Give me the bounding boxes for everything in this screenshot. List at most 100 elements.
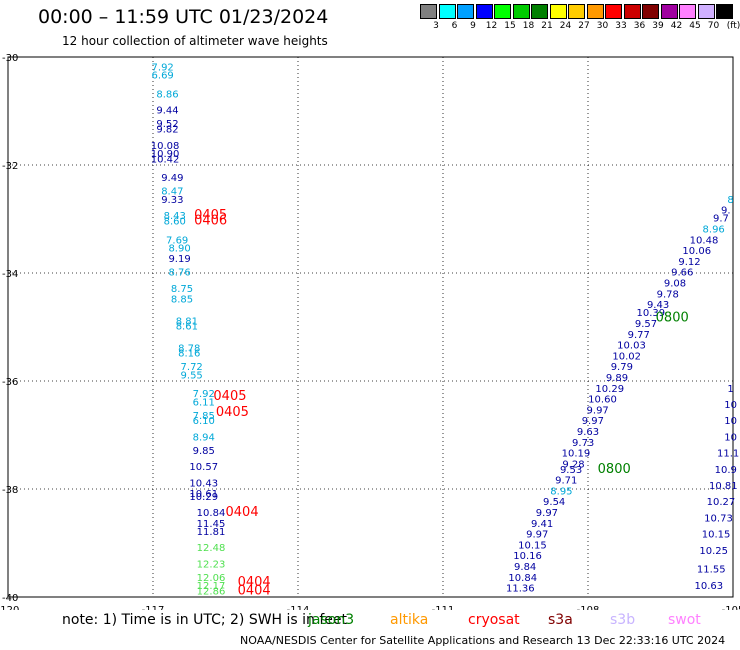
wave-height-label: 8.95	[550, 486, 572, 497]
wave-height-label: 12.86	[197, 586, 226, 597]
legend-swatch	[531, 4, 548, 19]
satellite-cryosat: cryosat	[468, 612, 520, 628]
satellite-jason3: jason3	[308, 612, 355, 628]
wave-height-label: 10	[724, 432, 737, 443]
legend-swatch	[697, 4, 715, 19]
wave-height-label: 9.54	[543, 497, 565, 508]
wave-height-label: 10.48	[690, 235, 719, 246]
wave-height-label: 10.63	[695, 581, 724, 592]
wave-height-label: 10	[724, 416, 737, 427]
wave-height-label: 11.1	[717, 449, 739, 460]
wave-height-label: 9.82	[156, 125, 178, 136]
wave-height-label: 8.85	[171, 295, 193, 306]
wave-height-label: 12.23	[197, 559, 226, 570]
wave-height-label: 9.85	[193, 446, 215, 457]
legend-unit: (ft)	[726, 21, 740, 31]
lat-tick-label: -34	[2, 269, 18, 280]
wave-height-label: 10.06	[682, 246, 711, 257]
wave-height-label: 9.71	[555, 476, 577, 487]
wave-height-label: 12.17	[197, 581, 226, 592]
wave-height-label: 10.84	[508, 573, 537, 584]
wave-height-label: 10.9	[715, 465, 737, 476]
wave-height-label: 10.08	[151, 141, 180, 152]
wave-height-label: 8.16	[178, 349, 200, 360]
map-border	[7, 56, 734, 598]
pass-time-label: 0405	[216, 405, 249, 420]
wave-height-label: 9.	[721, 206, 731, 217]
page-subtitle: 12 hour collection of altimeter wave hei…	[62, 34, 328, 48]
wave-height-label: 10.60	[588, 395, 617, 406]
wave-height-label: 9.12	[678, 257, 700, 268]
wave-height-label: 7.92	[152, 63, 174, 74]
legend-label: 45	[689, 21, 701, 31]
wave-height-label: 9.97	[526, 530, 548, 541]
legend-label: 9	[470, 21, 476, 31]
wave-height-label: 8	[727, 195, 733, 206]
wave-height-label: 10.43	[189, 478, 218, 489]
wave-height-label: 10.90	[151, 149, 180, 160]
lon-tick-label: -117	[142, 605, 165, 610]
wave-height-label: 9.84	[514, 562, 536, 573]
legend-label: 6	[451, 21, 458, 31]
legend-swatch	[512, 4, 530, 19]
legend-swatch	[438, 4, 456, 19]
credit-line: NOAA/NESDIS Center for Satellite Applica…	[240, 634, 726, 647]
wave-height-label: 9.19	[168, 254, 190, 265]
lat-tick-label: -32	[2, 161, 18, 172]
wave-height-label: 9.28	[562, 459, 584, 470]
wave-height-map: -120 -117 -114 -111 -108 -105 -30 -32 -34 -36 -38 -…	[0, 53, 740, 610]
legend-label: 36	[633, 21, 646, 31]
wave-height-label: 9.43	[647, 300, 669, 311]
wave-height-label: 9.79	[611, 362, 633, 373]
legend-label: 27	[578, 21, 590, 31]
satellite-s3a: s3a	[548, 612, 573, 628]
wave-height-label: 12.06	[197, 573, 226, 584]
legend-swatch	[457, 4, 474, 19]
pass-time-label: 0404	[226, 505, 259, 520]
pass-time-label: 0405	[194, 208, 227, 223]
wave-height-label: 9.77	[628, 330, 650, 341]
legend-label: 24	[559, 21, 572, 31]
wave-height-label: 9.33	[161, 195, 183, 206]
satellite-altika: altika	[390, 612, 429, 628]
wave-height-label: 9.49	[161, 173, 183, 184]
lat-tick-label: -30	[2, 53, 18, 64]
wave-height-label: 9.57	[635, 319, 657, 330]
wave-height-label: 9.97	[582, 416, 604, 427]
footer-note: note: 1) Time is in UTC; 2) SWH is in fe…	[62, 612, 348, 628]
wave-height-label: 8.76	[168, 268, 190, 279]
legend-label: 15	[504, 21, 516, 31]
lon-tick-label: -111	[432, 605, 455, 610]
wave-height-label: 7.92	[193, 389, 215, 400]
wave-height-label: 8.90	[168, 243, 190, 254]
legend-swatch	[605, 4, 622, 19]
wave-height-label: 10.19	[562, 449, 591, 460]
legend-swatch	[420, 4, 437, 19]
wave-height-label: 10.03	[617, 341, 646, 352]
wave-height-label: 8.60	[164, 216, 186, 227]
wave-height-label: 11.45	[197, 519, 226, 530]
wave-height-label: 10.57	[189, 462, 218, 473]
wave-height-label: 9.08	[664, 279, 686, 290]
legend-label: 21	[541, 21, 553, 31]
wave-height-label: 8.75	[171, 284, 193, 295]
wave-height-label: 11.81	[197, 527, 226, 538]
wave-height-label: 9.73	[572, 438, 594, 449]
wave-height-label: 10.81	[709, 481, 738, 492]
satellite-swot: swot	[668, 612, 701, 628]
legend-swatch	[660, 4, 678, 19]
legend-swatch	[642, 4, 659, 19]
legend-swatch	[475, 4, 493, 19]
lon-tick-label: -108	[577, 605, 600, 610]
page-title: 00:00 – 11:59 UTC 01/23/2024	[38, 6, 329, 28]
wave-height-label: 6.11	[193, 397, 215, 408]
wave-height-label: 12.48	[197, 543, 226, 554]
lon-tick-label: -120	[0, 605, 19, 610]
wave-height-label: 1	[727, 384, 733, 395]
legend-label: 70	[707, 21, 720, 31]
wave-height-label: 10.02	[612, 351, 641, 362]
legend-label: 39	[652, 21, 664, 31]
wave-height-label: 9.55	[181, 370, 203, 381]
wave-height-label: 9.41	[531, 519, 553, 530]
lat-tick-label: -36	[2, 377, 18, 388]
